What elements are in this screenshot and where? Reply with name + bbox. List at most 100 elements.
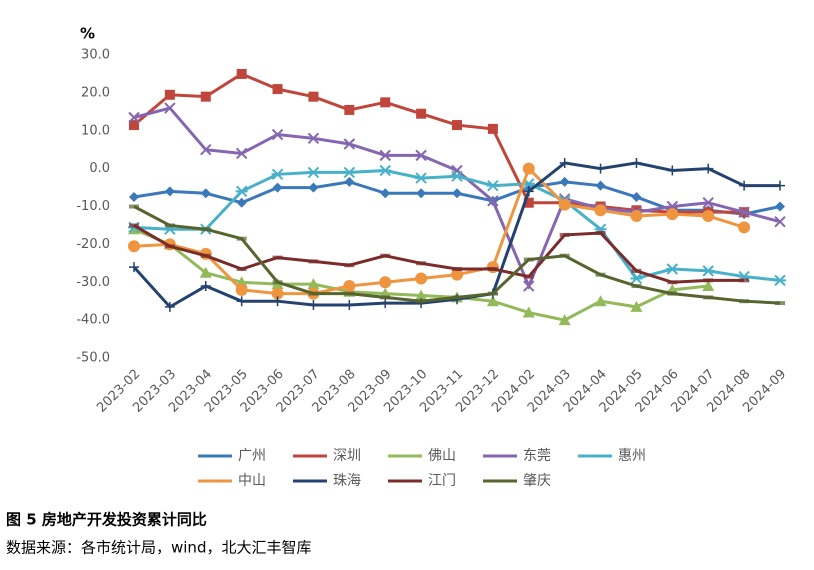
marker [702, 209, 715, 222]
marker [415, 149, 427, 162]
series [128, 162, 751, 300]
marker [702, 265, 715, 277]
marker [522, 162, 535, 175]
marker [128, 111, 140, 124]
legend-label: 珠海 [333, 473, 361, 489]
marker [703, 163, 714, 174]
marker [200, 188, 211, 199]
marker [559, 157, 570, 168]
y-tick-label: 20.0 [81, 85, 110, 100]
marker [129, 262, 139, 273]
marker [164, 89, 175, 100]
marker [630, 272, 643, 285]
marker [452, 188, 462, 199]
marker [595, 163, 606, 174]
series-line [133, 224, 745, 284]
marker [666, 263, 679, 275]
marker [379, 276, 392, 289]
marker [559, 176, 570, 187]
marker [271, 287, 284, 300]
marker [594, 295, 607, 307]
marker [272, 84, 283, 95]
legend-label: 中山 [238, 473, 266, 489]
source: 数据来源：各市统计局，wind，北大汇丰智库 [6, 539, 311, 557]
marker [379, 164, 392, 177]
marker [775, 180, 785, 191]
marker [235, 185, 248, 198]
marker [631, 192, 642, 203]
marker [164, 186, 175, 197]
marker [379, 149, 391, 162]
marker [415, 272, 428, 285]
marker [558, 314, 571, 326]
marker [236, 68, 247, 79]
legend-label: 惠州 [618, 448, 646, 464]
marker [452, 120, 462, 131]
y-tick-label: 10.0 [81, 123, 110, 138]
marker [380, 188, 391, 199]
marker [308, 299, 319, 310]
marker [236, 197, 247, 208]
marker [200, 91, 211, 102]
marker [739, 180, 750, 191]
marker [631, 157, 642, 168]
marker [775, 201, 785, 212]
marker [236, 296, 247, 307]
marker [774, 274, 786, 287]
marker [380, 97, 391, 108]
legend-label: 江门 [428, 473, 456, 489]
marker [200, 143, 212, 156]
marker [702, 197, 714, 209]
marker [451, 170, 463, 182]
marker [272, 296, 283, 307]
marker [415, 289, 428, 301]
marker [343, 138, 356, 150]
marker [558, 198, 571, 211]
marker [271, 168, 284, 181]
y-tick-label: 0.0 [89, 161, 110, 176]
y-unit: % [80, 25, 95, 43]
marker [164, 102, 176, 114]
marker [308, 91, 319, 102]
marker [738, 206, 750, 218]
marker [486, 179, 499, 192]
series [129, 204, 785, 306]
legend-label: 广州 [238, 448, 266, 464]
marker [595, 180, 606, 191]
series [129, 223, 750, 285]
series-line [133, 72, 745, 214]
marker [128, 240, 140, 253]
marker [344, 104, 355, 115]
y-tick-label: -20.0 [76, 237, 110, 252]
marker [199, 266, 212, 278]
caption: 图 5 房地产开发投资累计同比 [6, 511, 207, 529]
marker [523, 197, 534, 208]
marker [774, 215, 786, 228]
marker [343, 280, 356, 293]
marker [523, 280, 535, 292]
marker [164, 301, 175, 312]
marker [487, 123, 498, 134]
marker [344, 299, 355, 310]
marker [666, 208, 679, 221]
marker [486, 295, 499, 307]
legend-label: 深圳 [333, 448, 361, 464]
y-tick-label: -10.0 [76, 199, 110, 214]
marker [416, 188, 427, 199]
y-tick-label: -30.0 [76, 275, 110, 290]
series [129, 68, 750, 218]
marker [523, 186, 534, 197]
marker [307, 278, 320, 290]
marker [271, 128, 284, 141]
marker [630, 209, 643, 222]
marker [667, 165, 678, 176]
legend-label: 肇庆 [523, 473, 551, 489]
marker [272, 182, 283, 193]
marker [308, 182, 319, 193]
y-tick-label: -50.0 [76, 351, 110, 366]
marker [630, 300, 643, 312]
marker [738, 221, 751, 234]
marker [415, 172, 428, 184]
marker [307, 132, 320, 145]
